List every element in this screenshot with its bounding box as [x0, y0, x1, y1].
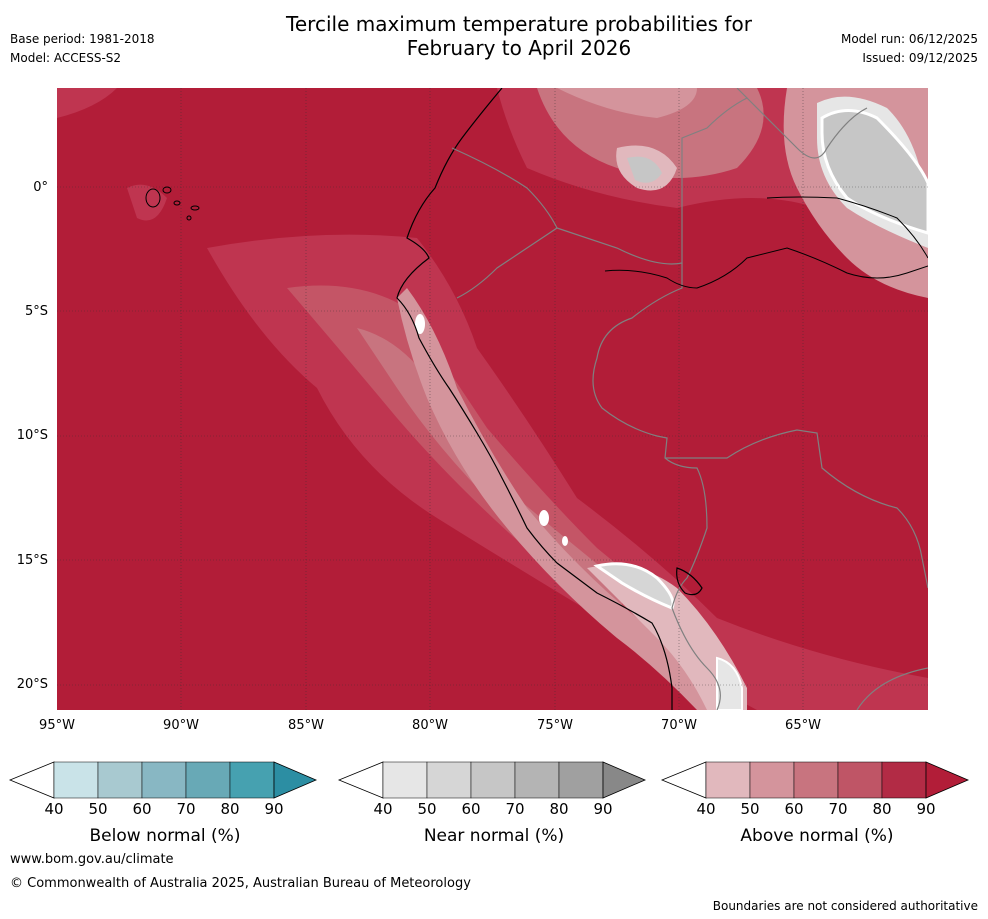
colorbar-above-swatch-5: [925, 761, 970, 799]
colorbar-below-swatch-4: [229, 761, 275, 799]
lat-label-10s: 10°S: [16, 428, 48, 443]
model-name: Model: ACCESS-S2: [10, 51, 122, 65]
colorbar-near-swatch-4: [558, 761, 604, 799]
colorbar-below-swatch-1: [97, 761, 143, 799]
lon-label-85w: 85°W: [288, 718, 324, 733]
map-title: Tercile maximum temperature probabilitie…: [194, 12, 844, 60]
probability-map: [57, 87, 930, 711]
tick-70: 70: [828, 800, 848, 818]
tick-40: 40: [44, 800, 64, 818]
tick-80: 80: [872, 800, 892, 818]
issued-date: Issued: 09/12/2025: [862, 51, 978, 65]
colorbar-above-swatch-4: [881, 761, 927, 799]
colorbar-near-swatch-3: [514, 761, 560, 799]
colorbar-above-swatch-3: [837, 761, 883, 799]
colorbar-below: 40 50 60 70 80 90 Below normal (%): [8, 761, 320, 846]
lat-label-5s: 5°S: [24, 304, 48, 319]
lat-label-15s: 15°S: [16, 553, 48, 568]
tick-50: 50: [740, 800, 760, 818]
title-line-2: February to April 2026: [406, 36, 632, 60]
lon-label-80w: 80°W: [412, 718, 448, 733]
lon-label-70w: 70°W: [661, 718, 697, 733]
lon-label-90w: 90°W: [163, 718, 199, 733]
tick-90: 90: [916, 800, 936, 818]
colorbar-above-label: Above normal (%): [740, 826, 894, 846]
tick-80: 80: [220, 800, 240, 818]
website-link[interactable]: www.bom.gov.au/climate: [10, 852, 174, 867]
tick-70: 70: [176, 800, 196, 818]
disclaimer: Boundaries are not considered authoritat…: [712, 899, 978, 913]
title-line-1: Tercile maximum temperature probabilitie…: [286, 12, 752, 36]
colorbar-near-swatch-1: [426, 761, 472, 799]
colorbar-below-swatch-2: [141, 761, 187, 799]
colorbar-above-ticks: 40 50 60 70 80 90: [662, 800, 972, 820]
colorbar-near-ticks: 40 50 60 70 80 90: [339, 800, 649, 820]
colorbar-below-swatches: [8, 761, 318, 799]
tick-90: 90: [264, 800, 284, 818]
base-period: Base period: 1981-2018: [10, 32, 155, 46]
tick-60: 60: [132, 800, 152, 818]
tick-40: 40: [696, 800, 716, 818]
colorbar-near: 40 50 60 70 80 90 Near normal (%): [337, 761, 649, 846]
colorbar-below-swatch-3: [185, 761, 231, 799]
colorbar-above-swatch-2: [793, 761, 839, 799]
tick-50: 50: [88, 800, 108, 818]
lon-label-95w: 95°W: [39, 718, 75, 733]
lon-label-75w: 75°W: [537, 718, 573, 733]
tick-70: 70: [505, 800, 525, 818]
colorbar-below-ticks: 40 50 60 70 80 90: [10, 800, 320, 820]
lon-label-65w: 65°W: [785, 718, 821, 733]
map-canvas: [57, 87, 930, 711]
colorbar-near-label: Near normal (%): [423, 826, 565, 846]
tick-40: 40: [373, 800, 393, 818]
tick-60: 60: [784, 800, 804, 818]
lat-label-0: 0°: [33, 180, 48, 195]
colorbar-near-swatches: [337, 761, 647, 799]
tick-80: 80: [549, 800, 569, 818]
colorbar-near-swatch-5: [602, 761, 647, 799]
colorbar-above-swatch-1: [749, 761, 795, 799]
tick-90: 90: [593, 800, 613, 818]
colorbar-near-swatch-0: [382, 761, 428, 799]
copyright: © Commonwealth of Australia 2025, Austra…: [10, 876, 471, 891]
colorbar-below-swatch-5: [273, 761, 318, 799]
colorbar-above-swatch-0: [705, 761, 751, 799]
colorbar-above: 40 50 60 70 80 90 Above normal (%): [660, 761, 972, 846]
colorbar-above-swatches: [660, 761, 970, 799]
colorbar-below-swatch-0: [53, 761, 99, 799]
colorbar-below-label: Below normal (%): [89, 826, 241, 846]
model-run: Model run: 06/12/2025: [840, 32, 978, 46]
lat-label-20s: 20°S: [16, 677, 48, 692]
tick-60: 60: [461, 800, 481, 818]
colorbar-near-swatch-2: [470, 761, 516, 799]
tick-50: 50: [417, 800, 437, 818]
